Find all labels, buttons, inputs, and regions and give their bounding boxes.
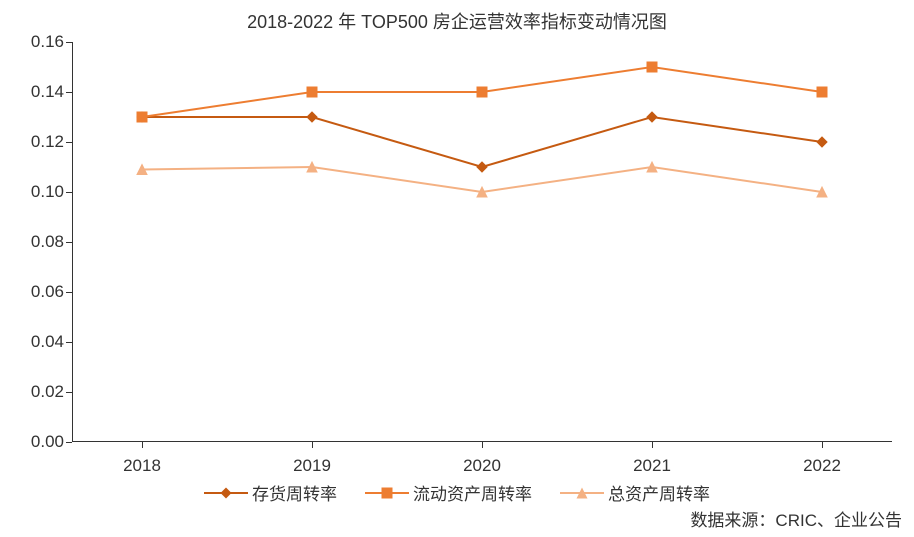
x-tick (312, 442, 313, 448)
legend-line (560, 492, 604, 494)
y-axis-label: 0.00 (31, 432, 64, 452)
y-axis-label: 0.02 (31, 382, 64, 402)
legend-label: 流动资产周转率 (413, 480, 532, 505)
y-tick (66, 192, 72, 193)
plot-area: 0.000.020.040.060.080.100.120.140.162018… (72, 42, 892, 442)
y-axis-label: 0.16 (31, 32, 64, 52)
y-tick (66, 342, 72, 343)
y-tick (66, 142, 72, 143)
y-axis-label: 0.14 (31, 82, 64, 102)
x-tick (482, 442, 483, 448)
series-marker (647, 112, 657, 122)
y-axis-label: 0.06 (31, 282, 64, 302)
y-axis-label: 0.08 (31, 232, 64, 252)
series-marker (817, 87, 827, 97)
legend-marker-icon (575, 486, 589, 500)
series-marker (307, 87, 317, 97)
y-tick (66, 392, 72, 393)
legend-item: 流动资产周转率 (365, 480, 532, 505)
series-marker (307, 112, 317, 122)
legend-line (365, 492, 409, 494)
y-axis-label: 0.04 (31, 332, 64, 352)
series-marker (477, 162, 487, 172)
legend: 存货周转率 流动资产周转率 总资产周转率 (0, 480, 914, 505)
series-marker (137, 112, 147, 122)
legend-label: 总资产周转率 (608, 480, 710, 505)
chart-title: 2018-2022 年 TOP500 房企运营效率指标变动情况图 (0, 8, 914, 34)
legend-item: 存货周转率 (204, 480, 337, 505)
legend-marker-icon (219, 486, 233, 500)
data-source: 数据来源：CRIC、企业公告 (690, 506, 902, 531)
legend-marker-icon (380, 486, 394, 500)
series-marker (647, 62, 657, 72)
x-tick (822, 442, 823, 448)
x-axis-label: 2018 (123, 456, 161, 476)
y-axis-label: 0.12 (31, 132, 64, 152)
x-axis-label: 2020 (463, 456, 501, 476)
legend-line (204, 492, 248, 494)
x-tick (652, 442, 653, 448)
y-tick (66, 92, 72, 93)
legend-item: 总资产周转率 (560, 480, 710, 505)
x-tick (142, 442, 143, 448)
x-axis-label: 2019 (293, 456, 331, 476)
chart-container: 2018-2022 年 TOP500 房企运营效率指标变动情况图 0.000.0… (0, 0, 914, 537)
y-tick (66, 442, 72, 443)
y-tick (66, 42, 72, 43)
series-marker (817, 137, 827, 147)
legend-label: 存货周转率 (252, 480, 337, 505)
y-tick (66, 242, 72, 243)
series-line (142, 117, 822, 167)
y-tick (66, 292, 72, 293)
x-axis-label: 2021 (633, 456, 671, 476)
x-axis-label: 2022 (803, 456, 841, 476)
series-marker (477, 87, 487, 97)
y-axis-label: 0.10 (31, 182, 64, 202)
chart-svg (72, 42, 892, 442)
